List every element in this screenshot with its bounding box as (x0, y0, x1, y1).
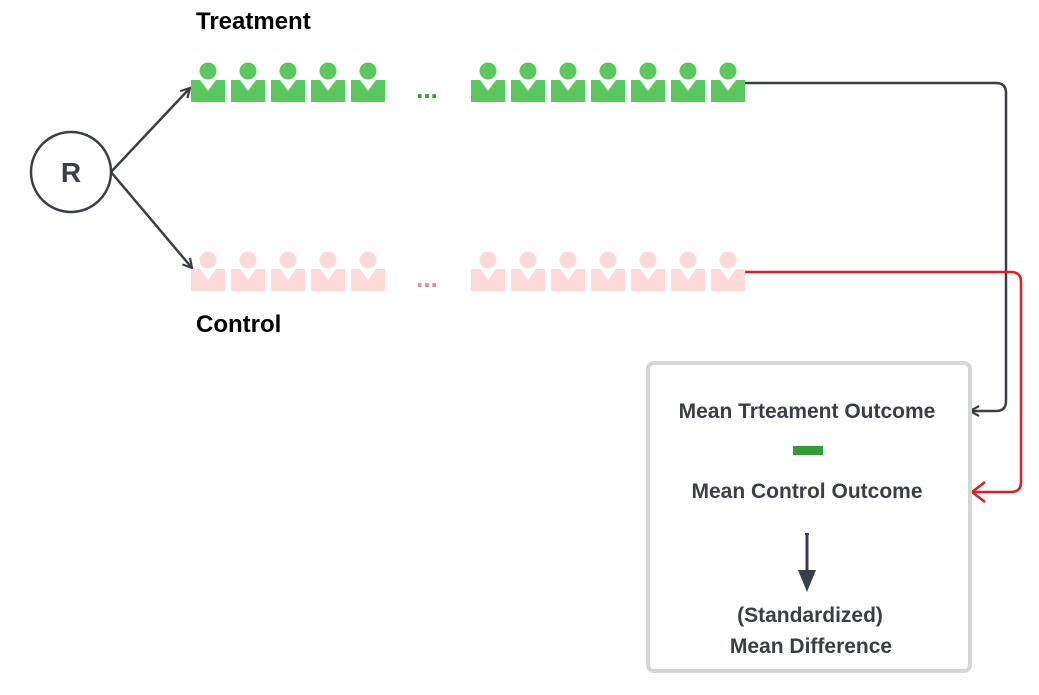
control-to-outcome-connector (745, 270, 1023, 494)
treatment-person-icon (311, 62, 345, 102)
result-line-1: (Standardized) (737, 604, 883, 627)
control-ellipsis: ... (416, 263, 438, 293)
randomizer-label: R (61, 157, 81, 188)
randomizer-node: R (29, 130, 113, 214)
treatment-person-icon (471, 62, 505, 102)
control-people-row (191, 251, 745, 291)
treatment-person-icon (231, 62, 265, 102)
down-arrow (798, 533, 816, 592)
control-person-icon (271, 251, 305, 291)
treatment-label: Treatment (196, 8, 311, 35)
treatment-person-icon (551, 62, 585, 102)
treatment-ellipsis: ... (416, 74, 438, 104)
result-box: Mean Trteament Outcome Mean Control Outc… (646, 361, 972, 673)
control-person-icon (471, 251, 505, 291)
control-person-icon (231, 251, 265, 291)
control-person-icon (631, 251, 665, 291)
result-line-2: Mean Difference (730, 635, 892, 658)
arrow-to-treatment (110, 88, 190, 173)
arrow-to-control (110, 171, 192, 268)
control-person-icon (711, 251, 745, 291)
control-person-icon (191, 251, 225, 291)
treatment-person-icon (271, 62, 305, 102)
treatment-person-icon (591, 62, 625, 102)
control-person-icon (671, 251, 705, 291)
treatment-person-icon (191, 62, 225, 102)
control-person-icon (351, 251, 385, 291)
control-person-icon (511, 251, 545, 291)
result-box-frame (646, 361, 972, 673)
control-person-icon (311, 251, 345, 291)
treatment-to-outcome-connector (745, 81, 1008, 411)
treatment-person-icon (351, 62, 385, 102)
treatment-person-icon (671, 62, 705, 102)
treatment-person-icon (511, 62, 545, 102)
control-person-icon (591, 251, 625, 291)
control-person-icon (551, 251, 585, 291)
mean-control-outcome: Mean Control Outcome (691, 480, 922, 503)
control-label: Control (196, 311, 281, 338)
treatment-person-icon (631, 62, 665, 102)
minus-sign (793, 446, 823, 455)
treatment-people-row (191, 62, 745, 102)
treatment-person-icon (711, 62, 745, 102)
mean-treatment-outcome: Mean Trteament Outcome (679, 400, 936, 423)
